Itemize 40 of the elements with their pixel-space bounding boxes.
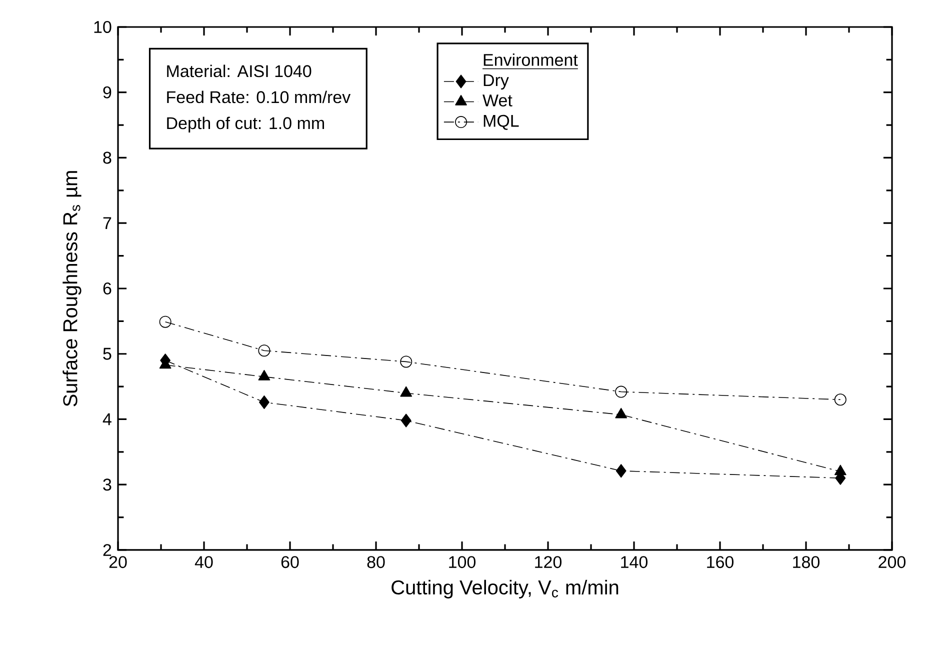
y-tick-label: 5 [103,348,112,360]
x-tick-label: 160 [707,556,734,568]
point [615,408,628,418]
point [615,386,628,398]
legend-label: MQL [484,114,519,130]
x-tick-label: 40 [194,556,213,568]
x-tick-label: 80 [367,556,385,568]
annotation: Material: AISI 1040 [167,64,312,78]
y-tick-label: 6 [103,282,112,294]
y-axis-title: Surface Roughness R$_{s}$ µm [62,171,82,406]
y-tick-label: 9 [103,86,112,98]
x-tick-label: 140 [621,556,648,568]
y-tick-label: 8 [103,152,112,164]
point [258,344,270,357]
x-tick-label: 180 [793,556,820,568]
x-tick-label: 120 [535,556,562,568]
point [834,394,846,406]
point [258,370,270,380]
point [400,414,412,428]
y-tick-label: 10 [94,20,112,33]
x-tick-label: 100 [449,556,476,568]
annotation: Depth of cut: 1.0 mm [167,116,324,133]
point [159,316,172,328]
point [834,464,846,476]
legend-label: Wet [482,94,512,106]
x-tick-label: 60 [281,556,299,568]
point [400,356,412,368]
point [400,386,412,397]
x-tick-label: 200 [878,556,906,568]
y-tick-label: 2 [103,544,112,556]
y-tick-label: 3 [103,478,112,491]
legend-label: Dry [484,74,509,90]
point [616,464,626,478]
point [259,395,270,410]
annotation: Feed Rate: 0.10 mm/rev [167,90,351,104]
y-tick-label: 7 [103,217,112,229]
legend-title: Environment [484,53,578,66]
x-tick-label: 20 [109,556,127,568]
y-tick-label: 4 [102,413,112,426]
x-axis-title: Cutting Velocity, V$_{c}$ m/min [392,580,618,598]
